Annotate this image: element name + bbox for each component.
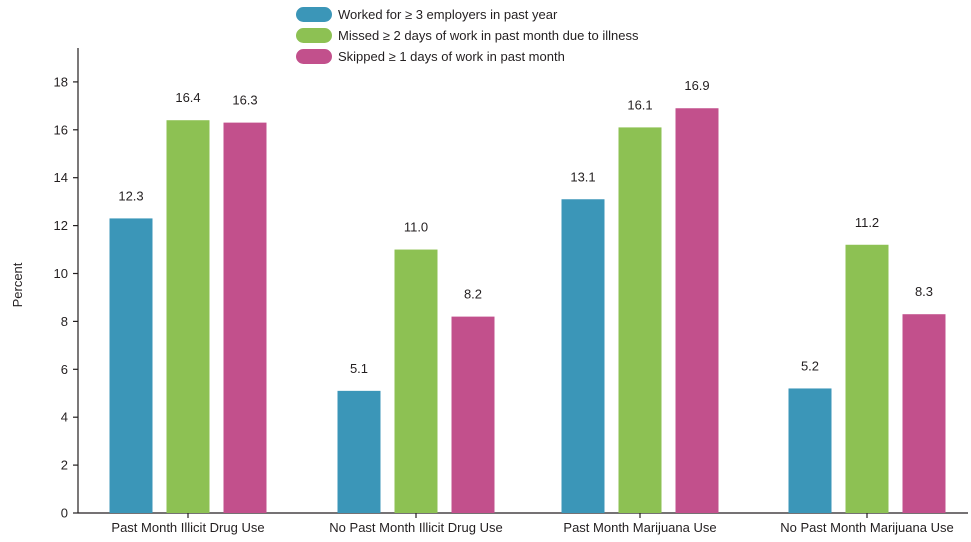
bar (619, 127, 662, 513)
bar-value-label: 13.1 (570, 169, 595, 184)
x-category-label: Past Month Marijuana Use (563, 520, 716, 535)
bar (676, 108, 719, 513)
bar (224, 123, 267, 513)
bar-value-label: 5.2 (801, 358, 819, 373)
y-tick-label: 14 (54, 170, 68, 185)
y-tick-label: 4 (61, 410, 68, 425)
bar-value-label: 12.3 (118, 188, 143, 203)
y-tick-label: 18 (54, 74, 68, 89)
bar (167, 120, 210, 513)
bar (562, 199, 605, 513)
bar-value-label: 8.2 (464, 287, 482, 302)
bar (395, 250, 438, 513)
bar-value-label: 16.1 (627, 97, 652, 112)
bar-value-label: 16.9 (684, 78, 709, 93)
bar-value-label: 11.0 (404, 220, 428, 235)
y-tick-label: 6 (61, 362, 68, 377)
x-category-label: Past Month Illicit Drug Use (111, 520, 264, 535)
x-category-label: No Past Month Marijuana Use (780, 520, 953, 535)
bar (903, 314, 946, 513)
bar-value-label: 16.4 (175, 90, 200, 105)
y-tick-label: 0 (61, 506, 68, 521)
y-axis-label: Percent (10, 262, 25, 307)
x-category-label: No Past Month Illicit Drug Use (329, 520, 502, 535)
bar (846, 245, 889, 513)
bar (789, 388, 832, 513)
bar-value-label: 5.1 (350, 361, 368, 376)
y-tick-label: 8 (61, 314, 68, 329)
y-tick-label: 10 (54, 266, 68, 281)
y-tick-label: 2 (61, 458, 68, 473)
bar (452, 317, 495, 513)
y-tick-label: 16 (54, 122, 68, 137)
bar (338, 391, 381, 513)
bar (110, 218, 153, 513)
bar-value-label: 11.2 (855, 215, 879, 230)
bar-value-label: 8.3 (915, 284, 933, 299)
bar-value-label: 16.3 (232, 93, 257, 108)
y-tick-label: 12 (54, 218, 68, 233)
